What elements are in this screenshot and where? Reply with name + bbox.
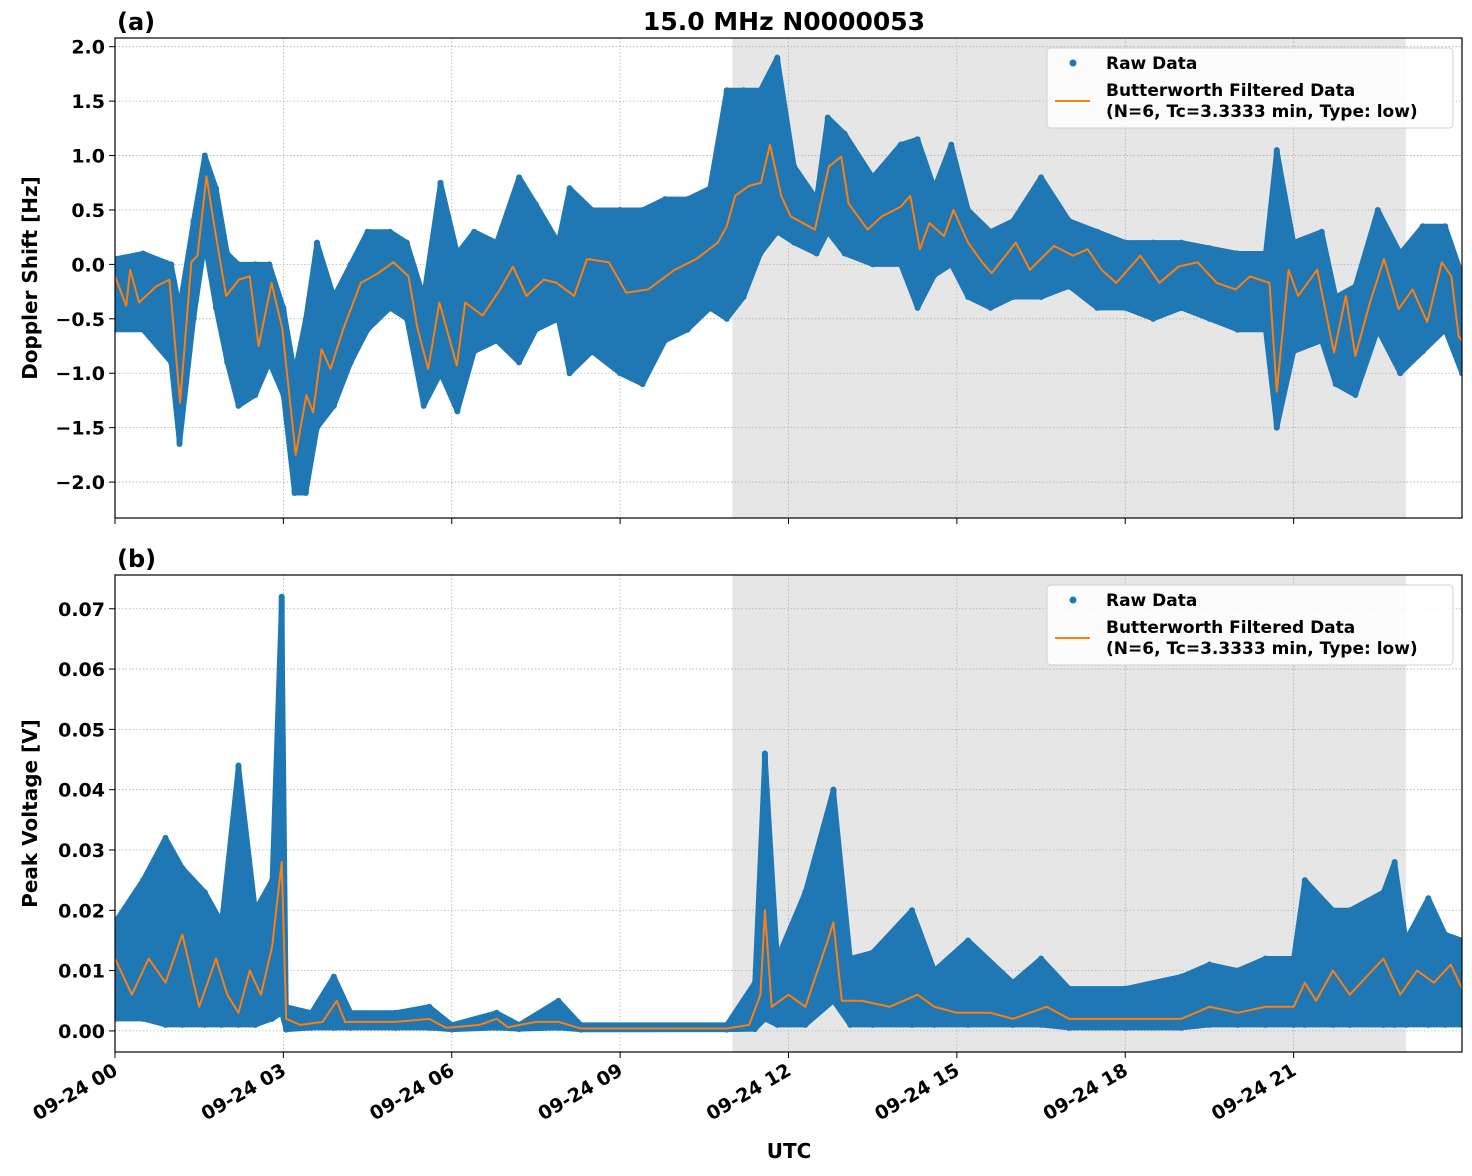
x-tick-label: 09-24 12 — [703, 1059, 795, 1125]
legend: Raw Data Butterworth Filtered Data(N=6, T… — [1047, 48, 1453, 128]
y-tick-label: 2.0 — [71, 37, 105, 59]
y-axis-label: Doppler Shift [Hz] — [18, 176, 42, 380]
panel-b-peak-voltage: 0.07 0.06 0.05 0.04 0.03 0.02 0.01 0.00 09-24 00… — [18, 545, 1462, 1163]
y-tick-label: 0.03 — [58, 840, 105, 862]
y-tick-label: 0.01 — [58, 961, 105, 983]
legend-filtered-label: Butterworth Filtered Data — [1106, 81, 1355, 101]
y-tick-label: 0.04 — [58, 780, 105, 802]
y-tick-label: −2.0 — [55, 472, 105, 494]
y-tick-label: −0.5 — [55, 309, 105, 331]
x-tick-label: 09-24 09 — [534, 1059, 626, 1125]
x-tick-label: 09-24 03 — [198, 1059, 290, 1125]
y-tick-label: −1.5 — [55, 418, 105, 440]
x-tick-label: 09-24 21 — [1208, 1059, 1300, 1125]
y-tick-label: 0.00 — [58, 1021, 105, 1043]
y-tick-label: 0.02 — [58, 900, 105, 922]
y-tick-label: −1.0 — [55, 363, 105, 385]
y-tick-label: 0.5 — [71, 200, 105, 222]
y-tick-label: 0.05 — [58, 719, 105, 741]
y-tick-label: 0.07 — [58, 599, 105, 621]
panel-label: (a) — [117, 8, 155, 36]
legend-filtered-params: (N=6, Tc=3.3333 min, Type: low) — [1106, 639, 1418, 659]
panel-label: (b) — [117, 545, 156, 573]
y-tick-label: 0.0 — [71, 254, 105, 276]
y-axis-label: Peak Voltage [V] — [18, 719, 42, 908]
legend-filtered-params: (N=6, Tc=3.3333 min, Type: low) — [1106, 102, 1418, 122]
x-tick-label: 09-24 18 — [1039, 1059, 1131, 1125]
y-tick-label: 1.5 — [71, 91, 105, 113]
figure-title: 15.0 MHz N0000053 — [643, 7, 925, 36]
legend-raw-label: Raw Data — [1106, 54, 1197, 74]
legend-raw-label: Raw Data — [1106, 591, 1197, 611]
y-tick-label: 1.0 — [71, 146, 105, 168]
legend: Raw Data Butterworth Filtered Data(N=6, T… — [1047, 585, 1453, 665]
legend-raw-marker-icon — [1070, 60, 1077, 67]
x-axis-label: UTC — [767, 1139, 812, 1163]
x-tick-label: 09-24 06 — [366, 1059, 458, 1125]
x-tick-label: 09-24 15 — [871, 1059, 963, 1125]
legend-filtered-label: Butterworth Filtered Data — [1106, 618, 1355, 638]
y-tick-label: 0.06 — [58, 659, 105, 681]
legend-raw-marker-icon — [1070, 597, 1077, 604]
x-tick-label: 09-24 00 — [29, 1059, 121, 1125]
panel-a-doppler-shift: 2.0 1.5 1.0 0.5 0.0 −0.5 −1.0 −1.5 −2.0 (a) Dopple… — [18, 8, 1462, 524]
